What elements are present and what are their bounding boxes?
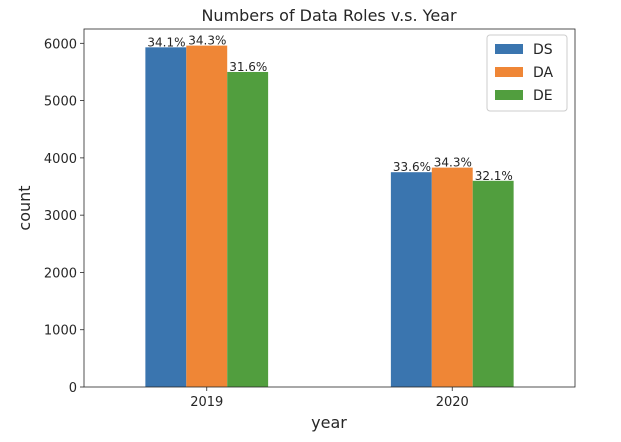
bar-de-2020 — [472, 180, 514, 387]
legend: DS DA DE — [486, 34, 568, 112]
x-tick-label: 2019 — [190, 395, 223, 410]
y-tick-label: 3000 — [44, 209, 77, 224]
bar-label-de-2020: 32.1% — [475, 169, 513, 183]
legend-swatch-de — [495, 90, 523, 100]
bar-label-ds-2020: 33.6% — [393, 160, 431, 174]
bar-da-2019 — [186, 45, 228, 387]
legend-label-ds: DS — [533, 42, 553, 58]
y-tick-label: 4000 — [44, 152, 77, 167]
chart-title: Numbers of Data Roles v.s. Year — [201, 6, 457, 25]
bar-label-da-2019: 34.3% — [188, 34, 226, 48]
y-tick-label: 0 — [69, 381, 77, 396]
bar-da-2020 — [431, 167, 473, 387]
y-tick-label: 6000 — [44, 37, 77, 52]
y-tick-label: 1000 — [44, 324, 77, 339]
legend-swatch-ds — [495, 44, 523, 54]
y-tick-label: 5000 — [44, 95, 77, 110]
plot-frame — [83, 28, 576, 388]
legend-label-da: DA — [533, 65, 554, 81]
bar-label-da-2020: 34.3% — [434, 156, 472, 170]
plot-area: 34.1%33.6%34.3%34.3%31.6%32.1%0100020003… — [44, 28, 576, 410]
legend-swatch-da — [495, 67, 523, 77]
x-axis-label: year — [311, 413, 347, 432]
y-tick-label: 2000 — [44, 266, 77, 281]
x-tick-label: 2020 — [436, 395, 469, 410]
y-axis-label: count — [15, 185, 34, 230]
bar-label-ds-2019: 34.1% — [147, 35, 185, 49]
bar-de-2019 — [227, 71, 269, 388]
bar-label-de-2019: 31.6% — [229, 60, 267, 74]
legend-label-de: DE — [533, 88, 553, 104]
bar-ds-2019 — [145, 47, 187, 388]
bar-ds-2020 — [390, 172, 432, 387]
